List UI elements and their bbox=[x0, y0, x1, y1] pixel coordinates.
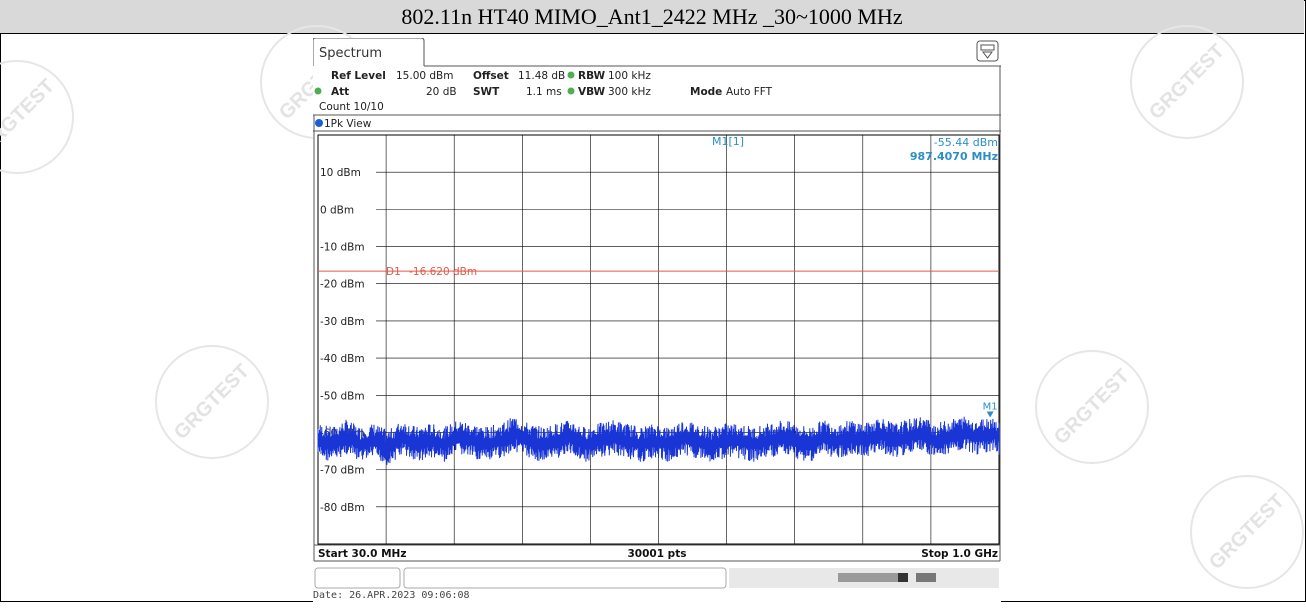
y-tick-label: -70 dBm bbox=[320, 465, 365, 477]
analyzer-display: Spectrum Ref Level 15.00 dBm Offset 11.4… bbox=[312, 37, 1001, 601]
offset-label: Offset bbox=[473, 70, 509, 82]
swt-value: 1.1 ms bbox=[526, 86, 562, 98]
vbw-value: 300 kHz bbox=[608, 86, 651, 98]
y-tick-label: -50 dBm bbox=[320, 390, 365, 402]
y-tick-labels: 10 dBm 0 dBm -10 dBm -20 dBm -30 dBm -40 dBm -… bbox=[320, 167, 365, 514]
status-field-2[interactable] bbox=[403, 567, 727, 589]
swt-label: SWT bbox=[473, 86, 500, 98]
status-field-1[interactable] bbox=[314, 567, 401, 589]
y-tick-label: 10 dBm bbox=[320, 167, 361, 179]
y-tick-label: 0 dBm bbox=[320, 204, 354, 216]
mode-label: Mode bbox=[690, 86, 722, 98]
limit-line-group: D1 -16.620 dBm bbox=[318, 266, 999, 278]
marker-triangle-icon bbox=[986, 411, 994, 418]
count-text: Count 10/10 bbox=[319, 101, 384, 113]
y-tick-label: -40 dBm bbox=[320, 353, 365, 365]
trace-1-line bbox=[317, 416, 1000, 465]
att-value: 20 dB bbox=[426, 86, 457, 98]
ref-level-label: Ref Level bbox=[331, 70, 386, 82]
tab-outline bbox=[312, 37, 425, 66]
y-tick-label: -30 dBm bbox=[320, 316, 365, 328]
y-tick-label: -10 dBm bbox=[320, 242, 365, 254]
page-title: 802.11n HT40 MIMO_Ant1_2422 MHz _30~1000… bbox=[0, 0, 1304, 34]
limit-line-value: -16.620 dBm bbox=[409, 266, 477, 278]
limit-line-name: D1 bbox=[386, 266, 401, 278]
rbw-label: RBW bbox=[578, 70, 606, 82]
mode-value: Auto FFT bbox=[726, 86, 773, 98]
ref-level-value: 15.00 dBm bbox=[396, 70, 454, 82]
marker-tag: M1 bbox=[983, 401, 998, 412]
vbw-status-dot bbox=[567, 87, 575, 95]
marker-level: -55.44 dBm bbox=[934, 136, 998, 149]
plot-grid bbox=[317, 134, 1000, 545]
marker-label: M1[1] bbox=[712, 135, 744, 148]
trace-1 bbox=[317, 416, 1000, 465]
rbw-status-dot bbox=[567, 71, 575, 79]
vbw-label: VBW bbox=[578, 86, 606, 98]
marker-frequency: 987.4070 MHz bbox=[910, 150, 998, 163]
progress-bar-icon bbox=[838, 573, 936, 582]
y-tick-label: -20 dBm bbox=[320, 279, 365, 291]
stop-frequency: Stop 1.0 GHz bbox=[921, 548, 998, 560]
display-settings-icon[interactable] bbox=[976, 40, 999, 62]
att-status-dot bbox=[314, 87, 322, 95]
limit-line-label: D1 -16.620 dBm bbox=[386, 266, 477, 278]
offset-value: 11.48 dB bbox=[518, 70, 565, 82]
att-label: Att bbox=[331, 86, 349, 98]
points-count: 30001 pts bbox=[628, 548, 687, 560]
y-tick-label: -80 dBm bbox=[320, 502, 365, 514]
spectrum-tab[interactable]: Spectrum bbox=[319, 46, 382, 61]
view-indicator-dot bbox=[315, 119, 323, 127]
rbw-value: 100 kHz bbox=[608, 70, 651, 82]
start-frequency: Start 30.0 MHz bbox=[318, 548, 406, 560]
analyzer-screenshot: Spectrum Ref Level 15.00 dBm Offset 11.4… bbox=[312, 37, 1001, 602]
view-label[interactable]: 1Pk View bbox=[324, 118, 372, 130]
date-stamp: Date: 26.APR.2023 09:06:08 bbox=[313, 590, 470, 601]
